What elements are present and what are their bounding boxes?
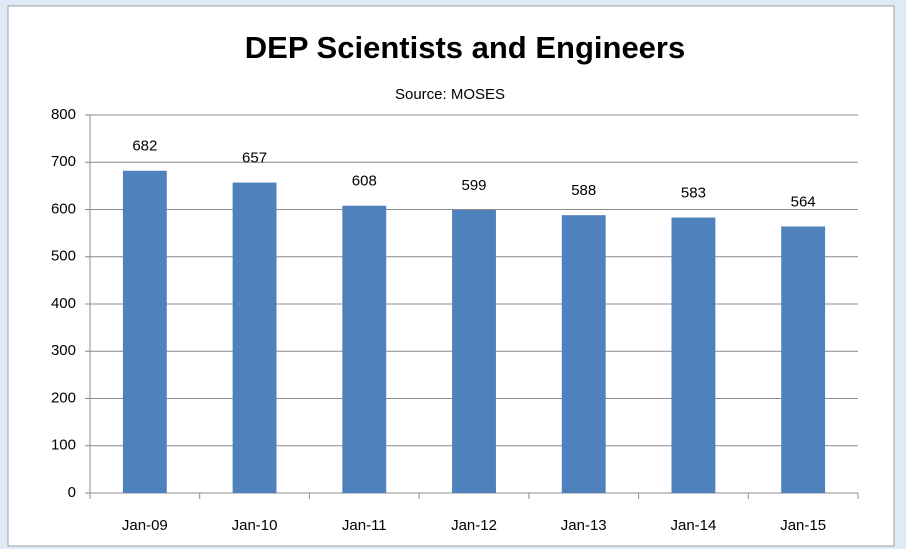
bar	[452, 209, 496, 493]
y-tick-label: 700	[51, 153, 76, 170]
data-label: 682	[132, 138, 157, 155]
chart-subtitle: Source: MOSES	[395, 86, 505, 103]
data-label: 588	[571, 182, 596, 199]
x-tick-label: Jan-09	[122, 517, 168, 534]
x-tick-label: Jan-13	[561, 517, 607, 534]
y-tick-label: 400	[51, 295, 76, 312]
y-tick-label: 300	[51, 342, 76, 359]
data-label: 657	[242, 150, 267, 167]
data-label: 599	[461, 177, 486, 194]
bar	[561, 215, 606, 494]
bar	[232, 182, 277, 493]
bar	[122, 170, 167, 493]
bar	[342, 205, 387, 493]
y-tick-label: 800	[51, 106, 76, 123]
data-label: 564	[791, 193, 816, 210]
x-tick-label: Jan-10	[232, 517, 278, 534]
bar	[671, 217, 716, 493]
data-label: 608	[352, 173, 377, 190]
y-tick-label: 100	[51, 437, 76, 454]
x-tick-label: Jan-15	[780, 517, 826, 534]
chart-title: DEP Scientists and Engineers	[245, 30, 685, 65]
x-tick-label: Jan-12	[451, 517, 497, 534]
y-tick-label: 200	[51, 389, 76, 406]
x-tick-label: Jan-14	[670, 517, 716, 534]
bar	[781, 226, 826, 493]
data-label: 583	[681, 185, 706, 202]
x-tick-label: Jan-11	[342, 517, 387, 534]
y-tick-label: 500	[51, 248, 76, 265]
y-tick-label: 600	[51, 200, 76, 217]
y-tick-label: 0	[68, 484, 76, 501]
